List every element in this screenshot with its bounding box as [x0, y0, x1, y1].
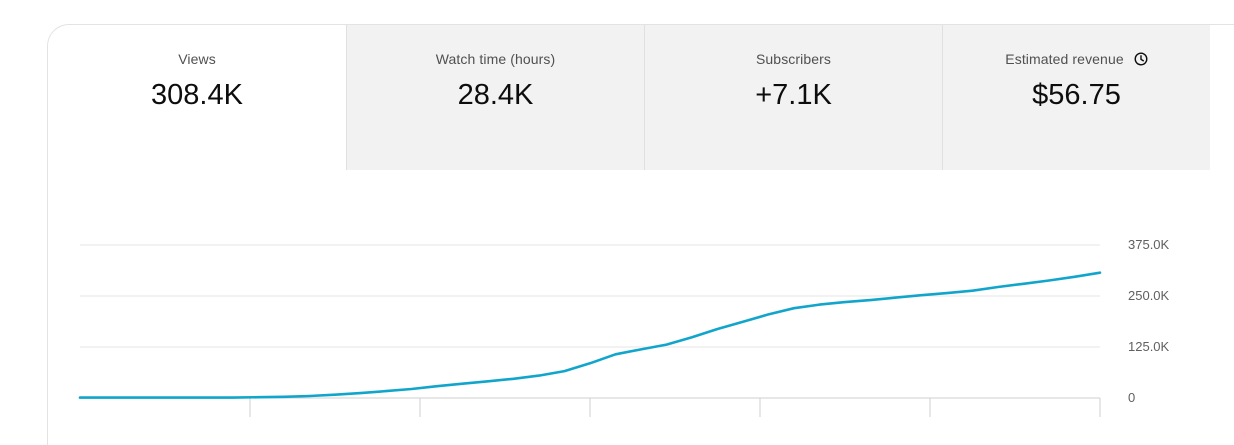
y-tick-label: 375.0K: [1128, 237, 1170, 252]
y-tick-label: 250.0K: [1128, 288, 1170, 303]
y-tick-label: 125.0K: [1128, 339, 1170, 354]
tab-subscribers-label: Subscribers: [755, 51, 832, 67]
tab-estimated-revenue-label: Estimated revenue: [1005, 51, 1124, 67]
metric-tabs: Views 308.4K Watch time (hours) 28.4K Su…: [48, 25, 1210, 170]
tab-estimated-revenue-value: $56.75: [1032, 79, 1121, 111]
clock-icon[interactable]: [1134, 52, 1148, 66]
series-line-views: [78, 271, 1102, 399]
tab-watch-time-label: Watch time (hours): [435, 51, 556, 67]
tab-estimated-revenue[interactable]: Estimated revenue $56.75: [942, 25, 1210, 170]
tab-views[interactable]: Views 308.4K: [48, 25, 346, 170]
tab-subscribers[interactable]: Subscribers +7.1K: [644, 25, 942, 170]
tab-watch-time-value: 28.4K: [457, 79, 534, 111]
tab-views-value: 308.4K: [151, 79, 243, 111]
tab-views-label: Views: [178, 51, 216, 67]
tab-estimated-revenue-label-row: Estimated revenue: [943, 51, 1210, 67]
y-tick-label: 0: [1128, 390, 1135, 405]
tab-subscribers-value: +7.1K: [755, 79, 832, 111]
views-line-chart: 0 125.0K 250.0K 375.0K: [78, 237, 1170, 417]
tab-watch-time[interactable]: Watch time (hours) 28.4K: [346, 25, 644, 170]
